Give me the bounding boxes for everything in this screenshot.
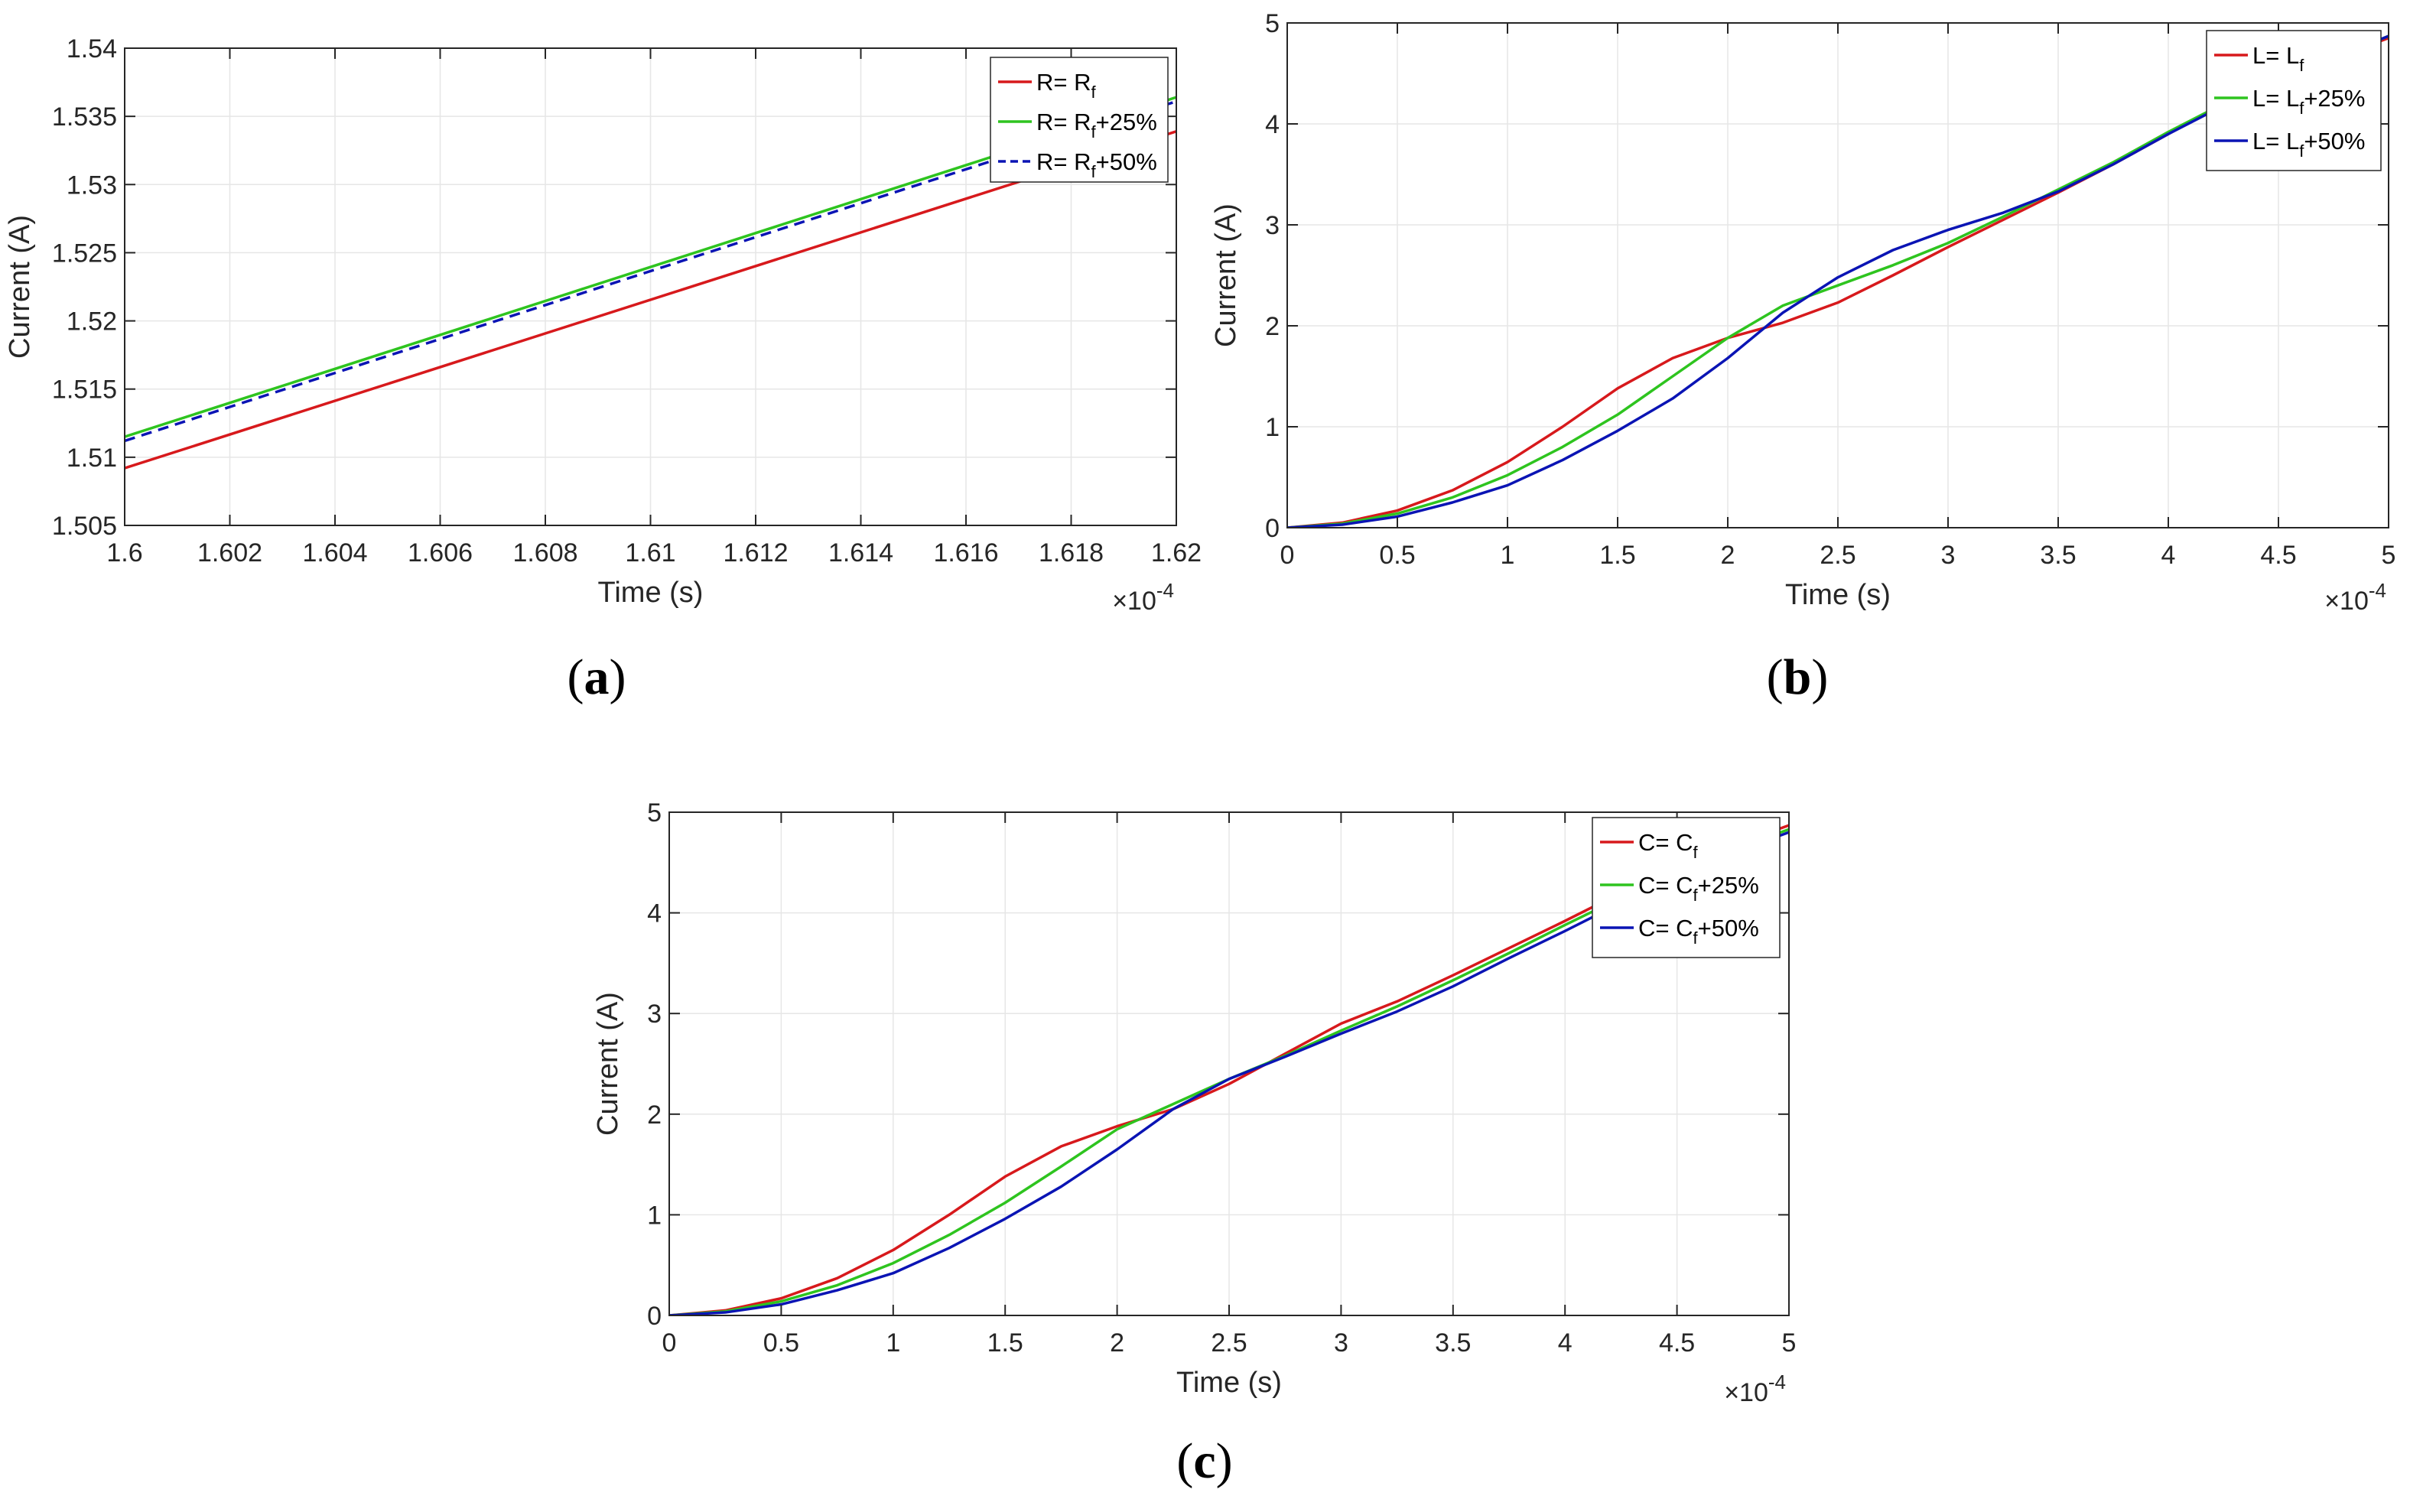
y-axis-label: Current (A) [1210,203,1242,347]
x-tick-label: 4.5 [2260,541,2296,570]
y-tick-label: 2 [647,1101,662,1130]
legend-box [2206,30,2382,171]
x-tick-label: 1.61 [625,538,675,567]
y-tick-label: 1.53 [67,171,117,200]
x-axis-multiplier: ×10-4 [1112,579,1174,616]
x-tick-label: 2.5 [1211,1328,1247,1358]
x-tick-label: 1.616 [933,538,998,567]
legend: C= Cf C= Cf+25% C= Cf+50% [1592,817,1781,958]
y-tick-label: 5 [1265,9,1280,38]
legend-box [990,57,1169,183]
x-tick-label: 1.62 [1151,538,1202,567]
x-tick-label: 4 [2161,541,2176,570]
x-tick-label: 1.618 [1039,538,1104,567]
panel-label: (b) [1767,649,1829,705]
panel-label: (a) [568,649,626,705]
x-tick-label: 5 [1782,1328,1797,1358]
x-axis-multiplier: ×10-4 [1724,1371,1786,1407]
legend-label-3: R= Rf+50% [1036,148,1157,181]
legend-label-3: L= Lf+50% [2252,128,2365,161]
x-tick-label: 0 [662,1328,677,1358]
series-line-3 [1287,34,2389,528]
x-tick-label: 1.612 [723,538,788,567]
x-tick-label: 1.602 [197,538,262,567]
y-tick-label: 0 [1265,514,1280,543]
x-tick-label: 1.5 [1599,541,1635,570]
y-tick-label: 4 [647,899,662,928]
legend-label-3: C= Cf+50% [1638,915,1759,948]
x-tick-label: 4 [1558,1328,1573,1358]
x-tick-label: 0 [1280,541,1295,570]
y-tick-label: 1.54 [67,34,117,63]
x-tick-label: 1 [886,1328,900,1358]
x-tick-label: 1 [1501,541,1515,570]
y-tick-label: 1 [1265,413,1280,442]
x-tick-label: 3 [1941,541,1956,570]
panel-label: (c) [1176,1433,1232,1489]
x-tick-label: 1.608 [512,538,577,567]
x-tick-label: 1.6 [106,538,142,567]
x-tick-label: 5 [2382,541,2396,570]
x-axis-label: Time (s) [598,577,704,609]
x-axis-multiplier: ×10-4 [2324,579,2386,616]
legend-label-2: C= Cf+25% [1638,872,1759,905]
x-axis-label: Time (s) [1176,1367,1282,1399]
series-line-2 [1287,34,2389,528]
y-tick-label: 3 [1265,211,1280,240]
x-tick-label: 2 [1721,541,1735,570]
legend: L= Lf L= Lf+25% L= Lf+50% [2206,30,2382,171]
x-tick-label: 0.5 [1379,541,1415,570]
chart-panel-b: 0 0.5 1 1.5 2 2.5 3 3.5 4 4.5 5 0 1 2 3 4 5 Time (s) Curre… [1210,9,2395,705]
legend-label-1: C= Cf [1638,829,1699,862]
x-tick-label: 3.5 [2040,541,2076,570]
legend: R= Rf R= Rf+25% R= Rf+50% [990,57,1169,183]
chart-panel-a: 1.6 1.602 1.604 1.606 1.608 1.61 1.612 1.614 1.6… [4,34,1202,705]
x-tick-label: 4.5 [1659,1328,1695,1358]
x-tick-label: 2 [1110,1328,1124,1358]
y-axis-label: Current (A) [4,215,36,359]
y-tick-label: 1.515 [52,376,117,405]
y-tick-label: 1 [647,1201,662,1230]
y-tick-label: 4 [1265,110,1280,139]
legend-label-1: R= Rf [1036,69,1097,102]
y-tick-label: 5 [647,798,662,828]
y-tick-label: 1.535 [52,102,117,132]
y-tick-label: 1.525 [52,239,117,268]
x-tick-label: 1.614 [828,538,893,567]
x-tick-label: 3.5 [1435,1328,1471,1358]
legend-label-2: R= Rf+25% [1036,109,1157,141]
y-tick-label: 1.51 [67,444,117,473]
legend-label-1: L= Lf [2252,42,2304,75]
y-tick-label: 2 [1265,312,1280,341]
x-tick-label: 1.604 [302,538,367,567]
x-tick-label: 2.5 [1820,541,1855,570]
y-axis-label: Current (A) [592,992,624,1136]
legend-label-2: L= Lf+25% [2252,85,2365,118]
x-tick-label: 0.5 [763,1328,799,1358]
x-tick-label: 3 [1334,1328,1348,1358]
y-tick-label: 1.52 [67,307,117,337]
x-tick-label: 1.5 [987,1328,1023,1358]
x-tick-label: 1.606 [408,538,473,567]
chart-panel-c: 0 0.5 1 1.5 2 2.5 3 3.5 4 4.5 5 0 1 2 3 4 5 Time (s) Curre… [592,798,1796,1489]
x-axis-label: Time (s) [1785,579,1891,611]
series-line-1 [125,130,1176,470]
y-tick-label: 0 [647,1302,662,1331]
y-tick-label: 3 [647,1000,662,1029]
y-tick-label: 1.505 [52,512,117,541]
